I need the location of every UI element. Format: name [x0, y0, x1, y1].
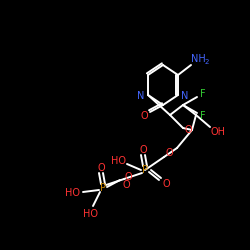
- Text: N: N: [181, 91, 189, 101]
- Text: 2: 2: [205, 59, 209, 65]
- Text: O: O: [162, 179, 170, 189]
- Text: O: O: [184, 125, 192, 135]
- Text: F: F: [200, 89, 206, 99]
- Text: NH: NH: [191, 54, 206, 64]
- Text: O: O: [165, 148, 173, 158]
- Text: N: N: [137, 91, 145, 101]
- Text: O: O: [124, 172, 132, 182]
- Text: O: O: [140, 111, 148, 121]
- Text: O: O: [97, 163, 105, 173]
- Text: HO: HO: [110, 156, 126, 166]
- Text: P: P: [142, 165, 148, 175]
- Text: P: P: [100, 183, 106, 193]
- Text: F: F: [200, 111, 206, 121]
- Text: HO: HO: [66, 188, 80, 198]
- Text: O: O: [122, 180, 130, 190]
- Text: O: O: [139, 145, 147, 155]
- Text: HO: HO: [82, 209, 98, 219]
- Text: OH: OH: [210, 127, 226, 137]
